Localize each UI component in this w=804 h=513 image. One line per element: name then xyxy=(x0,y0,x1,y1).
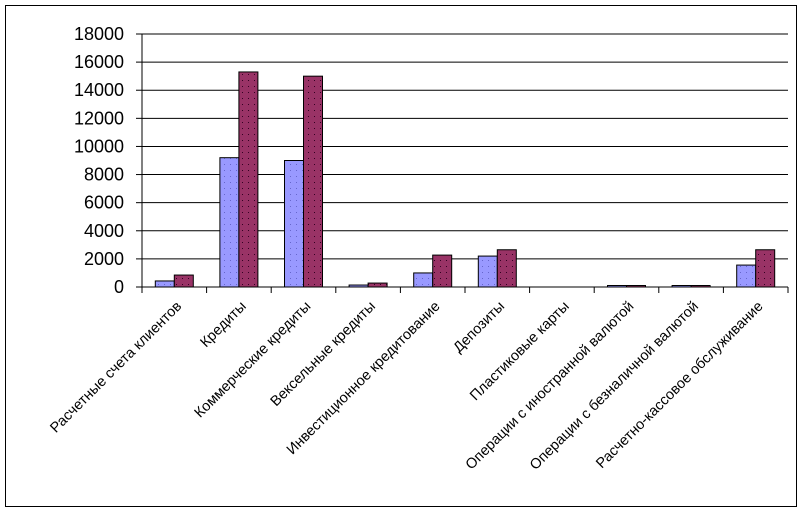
y-tick-label: 16000 xyxy=(74,52,124,72)
x-category-label: Вексельные кредиты xyxy=(268,299,379,410)
bar-series2 xyxy=(367,282,388,288)
y-tick-label: 10000 xyxy=(74,136,124,156)
chart-frame xyxy=(5,5,797,507)
x-category-label: Депозиты xyxy=(451,299,509,357)
bar-series2 xyxy=(432,254,453,288)
bar-series1 xyxy=(413,272,434,288)
y-tick-label: 8000 xyxy=(84,165,124,185)
y-tick-label: 0 xyxy=(114,277,124,297)
x-category-label: Коммерческие кредиты xyxy=(192,299,315,422)
y-tick-label: 6000 xyxy=(84,193,124,213)
y-tick-label: 14000 xyxy=(74,80,124,100)
bar-series2 xyxy=(303,75,323,288)
x-category-label: Расчетные счета клиентов xyxy=(47,298,185,436)
bar-series2 xyxy=(173,274,194,288)
bar-series1 xyxy=(219,157,240,288)
bar-series1 xyxy=(154,280,175,288)
x-category-label: Кредиты xyxy=(197,299,249,351)
bar-series1 xyxy=(284,160,304,288)
y-tick-label: 18000 xyxy=(74,24,124,44)
y-tick-label: 4000 xyxy=(84,221,124,241)
y-tick-label: 2000 xyxy=(84,249,124,269)
bar-series1 xyxy=(736,264,757,288)
bar-series1 xyxy=(477,255,498,288)
bar-series2 xyxy=(238,71,259,288)
bar-series2 xyxy=(755,249,776,288)
bar-series2 xyxy=(496,249,517,288)
y-tick-label: 12000 xyxy=(74,108,124,128)
